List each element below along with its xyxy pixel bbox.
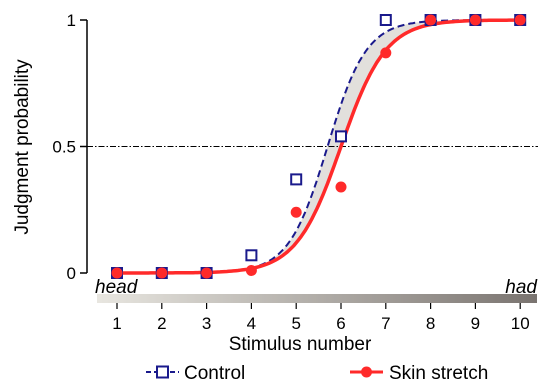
control-point xyxy=(379,14,392,26)
x-tick-label: 9 xyxy=(471,314,480,333)
legend-item-control: Control xyxy=(146,363,245,384)
skin-stretch-point xyxy=(201,267,213,279)
x-tick-label: 5 xyxy=(291,314,300,333)
x-tick-label: 7 xyxy=(381,314,390,333)
y-tick-label: 1 xyxy=(67,11,76,30)
legend-label-skin-stretch: Skin stretch xyxy=(389,363,488,384)
skin-stretch-point xyxy=(380,47,392,59)
continuum-right-label: had xyxy=(505,277,538,298)
x-tick-label: 4 xyxy=(247,314,256,333)
legend-label-control: Control xyxy=(184,363,245,384)
x-tick-label: 6 xyxy=(336,314,345,333)
x-tick-label: 2 xyxy=(157,314,166,333)
x-tick-label: 8 xyxy=(426,314,435,333)
x-axis-ticks: 1 2 3 4 5 6 7 8 9 10 xyxy=(112,303,530,333)
skin-stretch-point xyxy=(245,264,257,276)
data-markers xyxy=(111,14,527,279)
x-tick-label: 10 xyxy=(511,314,530,333)
skin-stretch-point xyxy=(290,206,302,218)
skin-stretch-point xyxy=(335,181,347,193)
legend: Control Skin stretch xyxy=(146,363,488,384)
continuum-left-label: head xyxy=(95,277,139,298)
control-point xyxy=(335,130,347,143)
y-tick-label: 0.5 xyxy=(52,138,76,157)
control-point xyxy=(245,249,258,262)
legend-item-skin-stretch: Skin stretch xyxy=(350,363,488,384)
skin-stretch-point xyxy=(514,14,526,26)
skin-stretch-point xyxy=(469,14,481,26)
continuum-gradient-bar xyxy=(97,294,537,303)
skin-stretch-point xyxy=(111,267,123,279)
skin-stretch-fit-curve xyxy=(117,18,521,275)
y-axis-title: Judgment probability xyxy=(12,59,33,235)
y-axis-ticks: 00.51 xyxy=(52,11,87,283)
x-axis-title: Stimulus number xyxy=(229,334,372,355)
y-tick-label: 0 xyxy=(67,264,76,283)
x-tick-label: 1 xyxy=(112,314,121,333)
control-point xyxy=(290,173,303,186)
skin-stretch-point xyxy=(156,267,168,279)
skin-stretch-point xyxy=(425,14,437,26)
x-tick-label: 3 xyxy=(202,314,211,333)
